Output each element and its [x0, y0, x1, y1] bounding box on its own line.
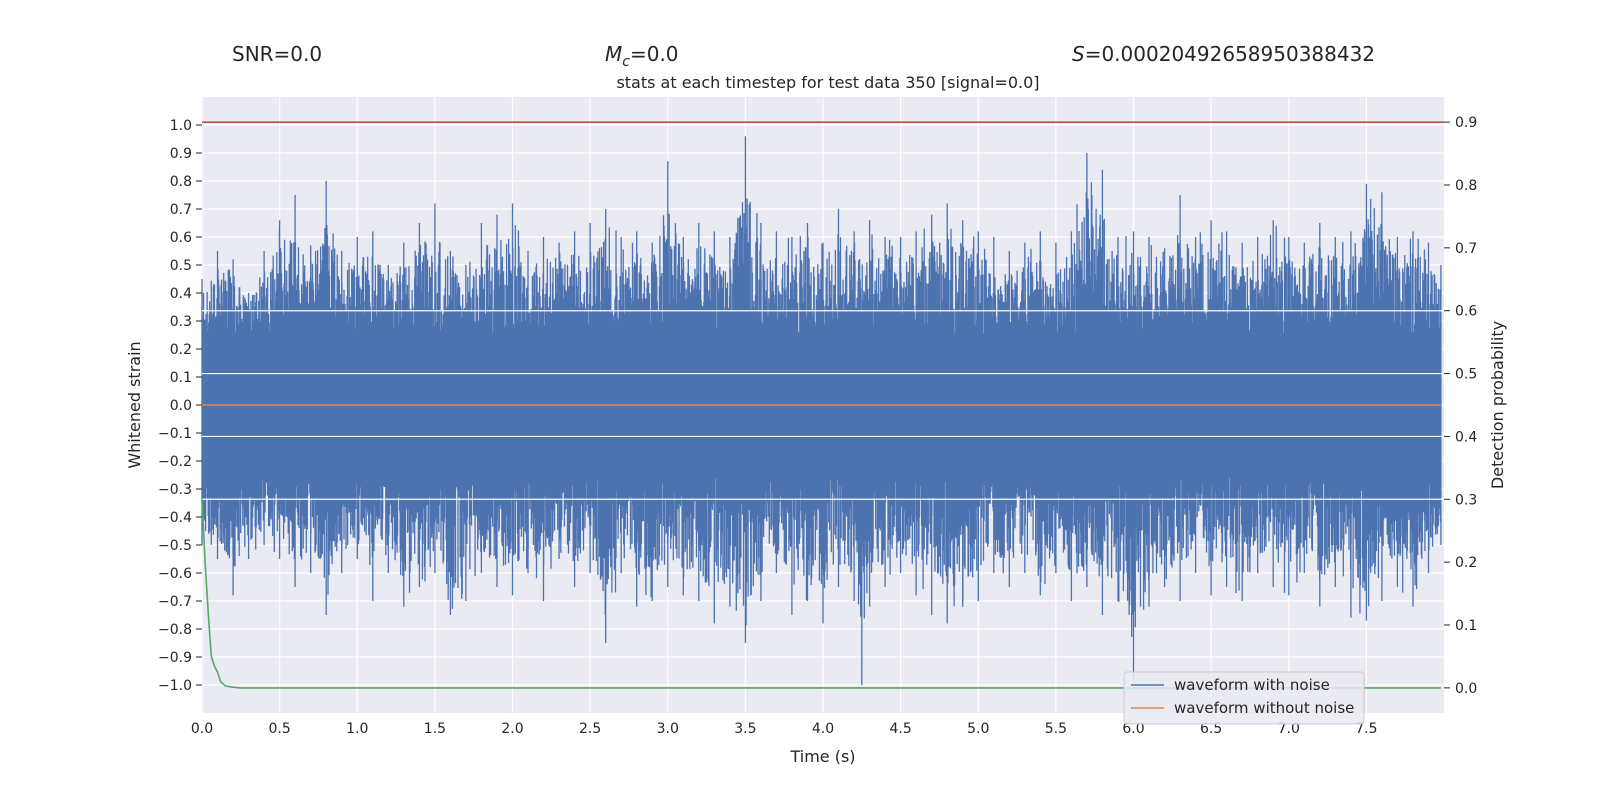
y-tick-label: −1.0 — [158, 678, 192, 694]
mc-label: Mc=0.0 — [605, 42, 679, 70]
x-tick-label: 1.5 — [424, 721, 446, 737]
y2-tick-label: 0.9 — [1455, 115, 1477, 131]
x-tick-label: 0.5 — [268, 721, 290, 737]
y-tick-label: −0.1 — [158, 426, 192, 442]
y-tick-label: 0.9 — [170, 146, 192, 162]
s-value: =0.00020492658950388432 — [1085, 42, 1375, 66]
data-marks — [201, 121, 1444, 689]
y-tick-label: −0.4 — [158, 510, 192, 526]
axis-ticks: 0.0 0.5 1.0 1.5 2.0 2.5 3.0 3.5 4.0 4.5 5.0 5.5 6.0 6… — [158, 115, 1477, 737]
y-tick-label: 0.2 — [170, 342, 192, 358]
y2-tick-label: 0.5 — [1455, 367, 1477, 383]
y-tick-label: 0.6 — [170, 230, 192, 246]
y-tick-label: 0.5 — [170, 258, 192, 274]
s-symbol: S — [1072, 42, 1085, 66]
y2-tick-label: 0.6 — [1455, 304, 1477, 320]
y-tick-label: 0.3 — [170, 314, 192, 330]
y-tick-label: 0.0 — [170, 398, 192, 414]
y2-tick-label: 0.7 — [1455, 241, 1477, 257]
x-tick-label: 6.5 — [1200, 721, 1222, 737]
legend: waveform with noise waveform without noi… — [1123, 671, 1365, 725]
mc-symbol: M — [605, 42, 622, 66]
y-tick-label: 0.7 — [170, 202, 192, 218]
x-tick-label: 5.0 — [967, 721, 989, 737]
y-tick-label: −0.7 — [158, 594, 192, 610]
x-tick-label: 3.5 — [734, 721, 756, 737]
x-tick-label: 0.0 — [191, 721, 213, 737]
x-tick-label: 7.5 — [1355, 721, 1377, 737]
y2-tick-label: 0.1 — [1455, 618, 1477, 634]
x-tick-label: 2.5 — [579, 721, 601, 737]
mc-subscript: c — [622, 54, 630, 70]
y-tick-label: 1.0 — [170, 118, 192, 134]
x-tick-label: 6.0 — [1122, 721, 1144, 737]
x-axis-label: Time (s) — [789, 747, 855, 766]
x-tick-label: 5.5 — [1045, 721, 1067, 737]
x-tick-label: 1.0 — [346, 721, 368, 737]
legend-label-noise: waveform with noise — [1174, 676, 1330, 694]
series-detection-probability — [201, 499, 1441, 689]
y2-tick-label: 0.3 — [1455, 492, 1477, 508]
y2-tick-label: 0.0 — [1455, 681, 1477, 697]
y-tick-label: −0.5 — [158, 538, 192, 554]
x-tick-label: 2.0 — [501, 721, 523, 737]
s-label: S=0.00020492658950388432 — [1072, 42, 1375, 66]
y-tick-label: −0.9 — [158, 650, 192, 666]
y-tick-label: −0.8 — [158, 622, 192, 638]
x-tick-label: 7.0 — [1278, 721, 1300, 737]
x-tick-label: 4.0 — [812, 721, 834, 737]
y-tick-label: 0.8 — [170, 174, 192, 190]
y-axis-label: Whitened strain — [125, 341, 144, 468]
legend-label-clean: waveform without noise — [1174, 699, 1354, 717]
y2-tick-label: 0.8 — [1455, 178, 1477, 194]
x-tick-label: 3.0 — [657, 721, 679, 737]
y-tick-label: 0.4 — [170, 286, 192, 302]
y2-tick-label: 0.4 — [1455, 429, 1477, 445]
snr-label: SNR=0.0 — [232, 42, 322, 66]
x-tick-label: 4.5 — [889, 721, 911, 737]
y-tick-label: −0.2 — [158, 454, 192, 470]
chart-title: stats at each timestep for test data 350… — [616, 73, 1039, 92]
y-tick-label: 0.1 — [170, 370, 192, 386]
legend-box — [1123, 671, 1365, 725]
y2-axis-label: Detection probability — [1488, 321, 1507, 489]
mc-value: =0.0 — [630, 42, 679, 66]
y2-tick-label: 0.2 — [1455, 555, 1477, 571]
y-tick-label: −0.3 — [158, 482, 192, 498]
y-tick-label: −0.6 — [158, 566, 192, 582]
